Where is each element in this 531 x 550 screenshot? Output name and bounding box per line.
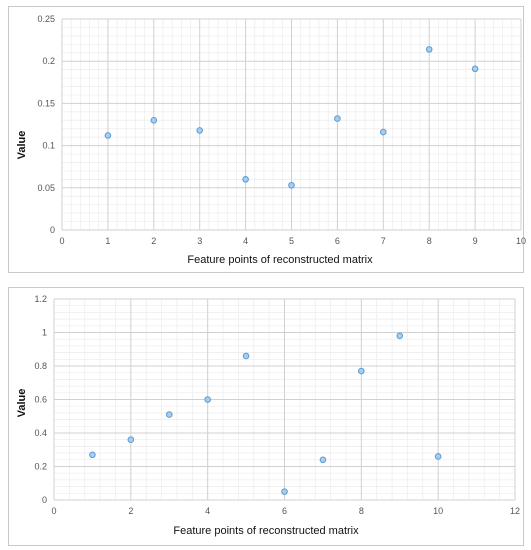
data-point [396, 332, 404, 340]
data-point [281, 488, 288, 495]
data-point [242, 352, 250, 360]
x-tick-label: 8 [427, 236, 432, 246]
data-point [196, 127, 203, 134]
y-tick-label: 0.05 [37, 183, 55, 193]
data-point [89, 451, 96, 459]
data-point [380, 128, 387, 136]
y-tick-label: 0.2 [42, 56, 55, 66]
y-axis-title: Value [16, 131, 28, 160]
x-tick-label: 7 [381, 236, 386, 246]
data-point [104, 132, 112, 139]
data-point [425, 46, 433, 53]
y-tick-label: 0.1 [42, 141, 55, 151]
x-tick-label: 6 [335, 236, 340, 246]
chart-panel-1: 0 1 2 3 4 5 6 7 8 9 10 0 0.05 0.1 0.15 0.2 0.25 Value Fe… [8, 6, 526, 273]
y-tick-label: 0 [42, 495, 47, 505]
x-tick-label: 0 [51, 506, 56, 516]
y-tick-label: 0 [50, 225, 55, 235]
x-tick-label: 5 [289, 236, 294, 246]
x-axis-title: Feature points of reconstructed matrix [187, 254, 373, 266]
x-tick-label: 9 [473, 236, 478, 246]
x-tick-label: 4 [205, 506, 210, 516]
x-tick-label: 1 [105, 236, 110, 246]
x-tick-label: 3 [197, 236, 202, 246]
data-point [127, 436, 135, 443]
x-tick-label: 12 [510, 506, 520, 516]
x-tick-label: 0 [59, 236, 64, 246]
scatter-chart-2: 0 2 4 6 8 10 12 0 0.2 0.4 0.6 0.8 1 1.2 Value Feature… [16, 294, 520, 537]
x-tick-label: 10 [516, 236, 526, 246]
data-point [471, 65, 479, 73]
y-tick-label: 0.25 [37, 14, 55, 24]
scatter-chart-1: 0 1 2 3 4 5 6 7 8 9 10 0 0.05 0.1 0.15 0.2 0.25 Value Fe… [16, 14, 526, 266]
data-point [204, 396, 211, 403]
data-point [150, 116, 158, 124]
data-point [358, 367, 365, 375]
data-point [288, 181, 295, 189]
data-point [334, 115, 341, 122]
data-point [242, 176, 249, 183]
y-tick-label: 0.8 [34, 361, 47, 371]
x-tick-label: 10 [433, 506, 443, 516]
data-point [319, 456, 327, 464]
x-tick-label: 2 [128, 506, 133, 516]
x-tick-label: 8 [359, 506, 364, 516]
x-tick-label: 2 [151, 236, 156, 246]
y-tick-label: 1 [42, 328, 47, 338]
y-tick-label: 0.2 [34, 462, 47, 472]
data-point [434, 453, 442, 460]
y-tick-label: 1.2 [34, 294, 47, 304]
data-point [165, 411, 173, 418]
x-tick-label: 4 [243, 236, 248, 246]
x-tick-label: 6 [282, 506, 287, 516]
y-tick-label: 0.15 [37, 98, 55, 108]
y-tick-label: 0.4 [34, 428, 47, 438]
y-axis-title: Value [16, 389, 28, 418]
y-tick-label: 0.6 [34, 395, 47, 405]
x-axis-title: Feature points of reconstructed matrix [173, 525, 359, 537]
chart-panel-2: 0 2 4 6 8 10 12 0 0.2 0.4 0.6 0.8 1 1.2 Value Feature… [8, 287, 524, 546]
